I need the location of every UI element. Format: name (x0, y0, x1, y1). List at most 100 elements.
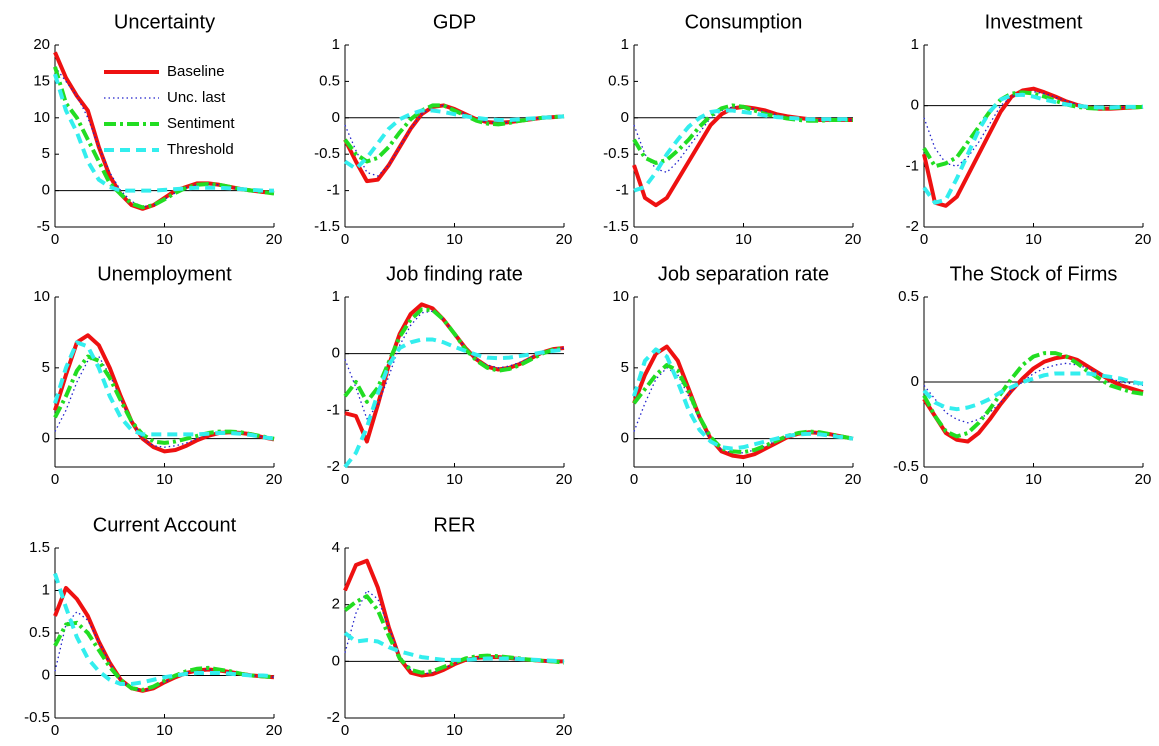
series-line (53, 66, 275, 210)
y-tick-label: 10 (612, 288, 629, 305)
y-tick-label: 15 (33, 72, 50, 89)
x-tick-label: 10 (446, 231, 463, 248)
subplot: The Stock of Firms-0.500.50 10 20 (893, 263, 1151, 488)
y-tick-label: -0.5 (24, 709, 50, 726)
y-tick-label: -0.5 (893, 458, 919, 475)
y-tick-label: 1 (332, 36, 340, 53)
y-tick-label: 1 (911, 36, 919, 53)
series-line (922, 90, 1144, 169)
x-tick-label: 0 (630, 231, 638, 248)
y-tick-label: -1.5 (314, 218, 340, 235)
subplot: GDP-1.5-1-0.500.510 10 20 (314, 11, 572, 248)
y-tick-label: -1.5 (603, 218, 629, 235)
x-tick-label: 10 (156, 231, 173, 248)
x-tick-label: 10 (735, 471, 752, 488)
series-line (343, 108, 565, 171)
x-tick-label: 20 (266, 231, 283, 248)
x-tick-label: 10 (1025, 231, 1042, 248)
series-line (344, 310, 565, 420)
x-tick-label: 10 (446, 471, 463, 488)
subplot-title: The Stock of Firms (950, 263, 1118, 285)
y-tick-label: 0 (911, 97, 919, 114)
series-line (53, 354, 275, 445)
y-tick-label: -2 (327, 458, 340, 475)
y-tick-label: 0.5 (319, 72, 340, 89)
x-tick-label: 20 (266, 722, 283, 739)
series-line (923, 362, 1144, 424)
subplot: Job separation rate 0 5 10 0 10 20 (612, 263, 861, 488)
subplot-title: Current Account (93, 514, 237, 536)
y-tick-label: 2 (332, 596, 340, 613)
series-line (633, 108, 853, 193)
series-line (344, 302, 565, 444)
y-tick-label: 1 (621, 36, 629, 53)
x-tick-label: 20 (266, 471, 283, 488)
series-line (53, 572, 275, 686)
y-tick-label: 5 (621, 359, 629, 376)
x-tick-label: 0 (341, 722, 349, 739)
series-line (922, 351, 1144, 439)
legend: Baseline Unc. last Sentiment Threshold (104, 63, 235, 158)
series-line (53, 73, 274, 193)
y-tick-label: 0.5 (898, 288, 919, 305)
y-tick-label: 5 (42, 145, 50, 162)
x-tick-label: 10 (1025, 471, 1042, 488)
legend-label: Baseline (167, 63, 225, 80)
y-tick-label: 0.5 (608, 72, 629, 89)
x-tick-label: 20 (556, 471, 573, 488)
x-tick-label: 0 (51, 471, 59, 488)
series-line (343, 631, 565, 664)
series-line (343, 337, 565, 469)
x-tick-label: 0 (341, 471, 349, 488)
legend-label: Threshold (167, 141, 234, 158)
x-tick-label: 20 (556, 231, 573, 248)
series-line (632, 363, 854, 455)
y-tick-label: -5 (37, 218, 50, 235)
series-line (53, 340, 275, 441)
x-tick-label: 20 (845, 231, 862, 248)
x-tick-label: 0 (630, 471, 638, 488)
y-tick-label: 1 (332, 288, 340, 305)
x-tick-label: 20 (1135, 471, 1152, 488)
x-tick-label: 0 (920, 231, 928, 248)
y-tick-label: 0 (332, 345, 340, 362)
x-tick-label: 0 (341, 231, 349, 248)
subplot-title: GDP (433, 11, 476, 33)
y-tick-label: -0.5 (314, 145, 340, 162)
y-tick-label: 0 (42, 666, 50, 683)
y-tick-label: 0 (911, 373, 919, 390)
y-tick-label: -1 (327, 401, 340, 418)
series-line (632, 344, 854, 460)
series-line (632, 103, 853, 165)
y-tick-label: -1 (906, 157, 919, 174)
y-tick-label: -0.5 (603, 145, 629, 162)
subplot: Consumption-1.5-1-0.500.510 10 20 (603, 11, 861, 248)
y-tick-label: 10 (33, 288, 50, 305)
series-line (343, 307, 565, 404)
x-tick-label: 20 (1135, 231, 1152, 248)
series-line (922, 86, 1144, 208)
x-tick-label: 10 (735, 231, 752, 248)
subplot-title: Job finding rate (386, 263, 523, 285)
x-tick-label: 0 (51, 231, 59, 248)
y-tick-label: 0 (332, 109, 340, 126)
x-tick-label: 10 (156, 471, 173, 488)
x-tick-label: 20 (845, 471, 862, 488)
y-tick-label: -2 (327, 709, 340, 726)
subplot-title: Investment (985, 11, 1083, 33)
y-tick-label: 0 (42, 430, 50, 447)
subplot: Unemployment 0 5 10 0 10 20 (33, 263, 282, 488)
x-tick-label: 0 (920, 471, 928, 488)
series-line (922, 371, 1144, 412)
y-tick-label: 1 (42, 581, 50, 598)
y-tick-label: 1.5 (29, 539, 50, 556)
y-tick-label: 0 (621, 109, 629, 126)
x-tick-label: 20 (556, 722, 573, 739)
series-line (53, 620, 275, 692)
